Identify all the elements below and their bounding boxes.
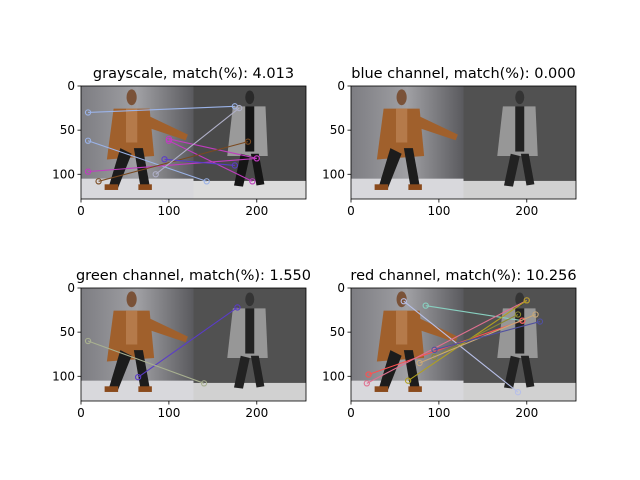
keypoint-marker xyxy=(244,138,252,145)
match-line xyxy=(164,158,235,167)
y-tick-label: 0 xyxy=(67,281,75,295)
match-line xyxy=(403,300,519,393)
match-line xyxy=(168,140,253,182)
x-tick-label: 0 xyxy=(77,406,85,420)
match-line xyxy=(155,107,240,175)
subplot-4: 0 100 200 0 50 100 red channel, match(%): 10.2… xyxy=(322,268,576,420)
match-line xyxy=(434,321,541,351)
subplot-title: red channel, match(%): 10.256 xyxy=(350,268,576,284)
subplot-title: grayscale, match(%): 4.013 xyxy=(93,66,294,82)
y-tick-label: 0 xyxy=(67,79,75,93)
y-tick-label: 100 xyxy=(52,369,75,383)
axes-frame xyxy=(80,287,307,402)
y-tick-label: 50 xyxy=(330,325,345,339)
y-tick-label: 50 xyxy=(60,123,75,137)
keypoint-marker xyxy=(200,380,208,387)
keypoint-marker xyxy=(234,304,241,311)
image-panel xyxy=(351,288,576,401)
x-tick-label: 200 xyxy=(515,406,538,420)
keypoint-marker xyxy=(514,311,522,318)
axes-frame xyxy=(80,85,307,200)
keypoint-marker xyxy=(404,377,412,384)
x-tick-label: 200 xyxy=(245,406,268,420)
keypoint-marker xyxy=(365,371,372,378)
y-tick-label: 100 xyxy=(322,369,345,383)
x-tick-label: 100 xyxy=(427,406,450,420)
keypoint-marker xyxy=(203,178,210,185)
x-tick-label: 0 xyxy=(347,406,355,420)
keypoint-marker xyxy=(431,353,438,361)
match-line xyxy=(434,313,519,358)
keypoint-marker xyxy=(536,318,544,325)
axes-frame xyxy=(350,85,577,200)
keypoint-marker xyxy=(161,156,168,163)
match-line xyxy=(88,105,235,114)
keypoint-marker xyxy=(84,137,92,144)
match-line xyxy=(87,140,207,182)
match-line xyxy=(98,141,249,182)
match-line xyxy=(87,340,205,384)
keypoint-marker xyxy=(416,359,423,367)
x-tick-label: 0 xyxy=(77,204,85,218)
keypoint-marker xyxy=(236,104,243,112)
match-line xyxy=(366,299,528,384)
y-tick-label: 50 xyxy=(60,325,75,339)
subplot-1: 0 100 200 0 50 100 grayscale, match(%): 4.013 xyxy=(52,66,307,218)
subplot-title: green channel, match(%): 1.550 xyxy=(76,268,311,284)
keypoint-marker xyxy=(84,337,92,345)
keypoint-marker xyxy=(249,178,256,185)
keypoint-marker xyxy=(152,171,159,178)
subplot-3: 0 100 200 0 50 100 green channel, match(%): 1.… xyxy=(52,268,311,420)
y-tick-label: 100 xyxy=(322,167,345,181)
axes-frame xyxy=(350,287,577,402)
x-tick-label: 0 xyxy=(347,204,355,218)
keypoint-marker xyxy=(532,311,539,318)
x-tick-label: 100 xyxy=(427,204,450,218)
match-line xyxy=(368,320,523,376)
image-panel xyxy=(81,86,306,199)
x-tick-label: 100 xyxy=(157,406,180,420)
match-line xyxy=(87,157,257,173)
keypoint-marker xyxy=(431,346,438,353)
keypoint-marker xyxy=(253,155,260,162)
y-tick-label: 50 xyxy=(330,123,345,137)
keypoint-marker xyxy=(363,380,370,387)
y-tick-label: 100 xyxy=(52,167,75,181)
keypoint-marker xyxy=(84,168,92,175)
keypoint-marker xyxy=(165,137,173,144)
match-line xyxy=(168,138,257,159)
keypoint-marker xyxy=(422,302,429,309)
keypoint-marker xyxy=(95,178,102,185)
keypoint-marker xyxy=(400,298,407,305)
keypoint-marker xyxy=(523,297,530,304)
image-panel xyxy=(351,86,576,199)
y-tick-label: 0 xyxy=(337,281,345,295)
image-panel xyxy=(81,288,306,401)
keypoint-marker xyxy=(134,374,142,381)
keypoint-marker xyxy=(231,162,238,169)
x-tick-label: 200 xyxy=(245,204,268,218)
match-line xyxy=(425,305,523,322)
subplot-2: 0 100 200 0 50 100 blue channel, match(%): 0.0… xyxy=(322,66,577,218)
keypoint-marker xyxy=(514,389,522,396)
x-tick-label: 100 xyxy=(157,204,180,218)
keypoint-marker xyxy=(84,109,92,116)
subplot-title: blue channel, match(%): 0.000 xyxy=(351,66,576,82)
y-tick-label: 0 xyxy=(337,79,345,93)
x-tick-label: 200 xyxy=(515,204,538,218)
